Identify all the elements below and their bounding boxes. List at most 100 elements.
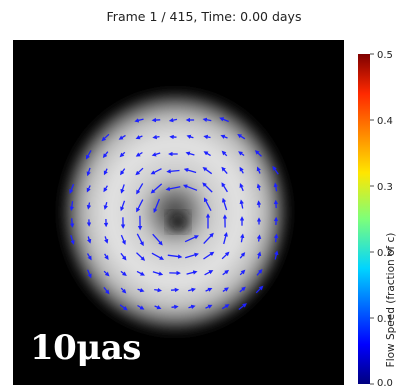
plot-title: Frame 1 / 415, Time: 0.00 days	[106, 9, 302, 24]
velocity-arrow	[185, 252, 199, 259]
velocity-arrow	[203, 134, 211, 140]
velocity-arrow	[136, 233, 144, 247]
velocity-arrow	[86, 202, 92, 210]
velocity-arrow	[203, 251, 215, 260]
velocity-arrow	[186, 134, 194, 139]
velocity-arrow	[135, 167, 144, 176]
velocity-arrow	[103, 286, 110, 295]
velocity-arrow	[136, 270, 145, 276]
velocity-arrow	[202, 182, 213, 193]
velocity-arrow	[255, 285, 264, 294]
velocity-arrow	[69, 183, 75, 194]
velocity-arrow	[136, 183, 144, 195]
velocity-arrow	[118, 134, 126, 140]
velocity-arrow	[154, 287, 162, 293]
velocity-arrow	[103, 202, 108, 210]
velocity-arrow	[137, 304, 145, 310]
velocity-arrow	[239, 166, 244, 174]
velocity-arrow	[151, 252, 165, 260]
velocity-arrow	[120, 252, 127, 261]
velocity-arrow	[86, 253, 92, 261]
colorbar-tick-label: 0.2	[377, 248, 393, 259]
velocity-arrow	[221, 150, 228, 157]
velocity-arrow	[237, 134, 246, 140]
velocity-arrow	[239, 269, 246, 276]
velocity-arrow	[102, 151, 109, 159]
velocity-arrow	[272, 165, 279, 175]
velocity-arrows	[69, 117, 279, 311]
velocity-arrow	[152, 134, 160, 140]
velocity-arrow	[221, 182, 228, 193]
velocity-arrow	[135, 151, 143, 157]
velocity-arrow	[184, 235, 199, 243]
velocity-arrow	[256, 166, 261, 174]
scale-label: 10μas	[30, 328, 141, 368]
velocity-arrow	[205, 287, 213, 292]
velocity-arrow	[186, 270, 198, 275]
velocity-arrow	[119, 304, 128, 311]
velocity-arrow	[153, 198, 161, 214]
velocity-arrow	[221, 166, 228, 175]
colorbar-tick-label: 0.3	[377, 182, 393, 193]
emission-ring	[62, 92, 288, 332]
velocity-arrow	[188, 287, 196, 292]
central-shadow	[168, 213, 188, 231]
velocity-arrow	[151, 152, 161, 157]
velocity-arrow	[202, 166, 213, 175]
velocity-arrow	[219, 117, 229, 123]
velocity-arrow	[238, 303, 247, 311]
velocity-arrow	[134, 118, 144, 123]
velocity-arrow	[120, 200, 126, 212]
velocity-arrow	[165, 186, 181, 192]
velocity-arrow	[256, 200, 262, 208]
velocity-arrow	[152, 271, 164, 276]
velocity-arrow	[86, 185, 91, 193]
velocity-arrow	[119, 151, 126, 158]
velocity-arrow	[221, 304, 230, 310]
velocity-arrow	[87, 269, 92, 279]
velocity-arrow	[203, 197, 212, 212]
velocity-arrow	[120, 168, 126, 176]
velocity-arrow	[86, 167, 91, 177]
colorbar-tick-label: 0.5	[377, 50, 393, 61]
velocity-arrow	[103, 168, 108, 176]
colorbar-label: Flow Speed (fraction of c)	[385, 233, 397, 368]
velocity-arrow	[220, 134, 228, 139]
velocity-arrow	[101, 133, 110, 142]
velocity-arrow	[167, 254, 183, 259]
velocity-arrow	[221, 251, 230, 260]
velocity-arrow	[168, 117, 178, 123]
velocity-arrow	[256, 183, 262, 191]
velocity-arrow	[103, 270, 110, 277]
velocity-arrow	[239, 252, 246, 259]
velocity-arrow	[166, 169, 180, 174]
velocity-arrow	[222, 287, 229, 292]
velocity-arrow	[182, 184, 198, 191]
velocity-arrow	[239, 183, 244, 192]
velocity-arrow	[69, 218, 75, 228]
velocity-arrow	[221, 197, 228, 211]
velocity-arrow	[171, 304, 179, 310]
velocity-arrow	[136, 199, 144, 213]
velocity-arrow	[85, 150, 92, 160]
velocity-arrow	[154, 305, 162, 310]
velocity-arrow	[239, 286, 246, 293]
velocity-arrow	[274, 250, 279, 260]
velocity-arrow	[256, 251, 262, 259]
colorbar-ticks: 0.0 0.1 0.2 0.3 0.4 0.5	[370, 50, 393, 389]
velocity-arrow	[70, 235, 75, 245]
velocity-arrow	[254, 150, 262, 157]
velocity-arrow	[203, 232, 214, 245]
velocity-arrow	[238, 151, 245, 157]
velocity-arrow	[120, 270, 127, 276]
velocity-arrow	[256, 234, 262, 242]
velocity-arrow	[87, 236, 92, 244]
velocity-arrow	[239, 199, 244, 209]
velocity-arrow	[183, 168, 197, 174]
velocity-arrow	[256, 269, 263, 276]
velocity-arrow	[103, 185, 108, 193]
velocity-arrow	[136, 252, 146, 261]
velocity-arrow	[120, 234, 126, 245]
velocity-arrow	[104, 253, 109, 260]
